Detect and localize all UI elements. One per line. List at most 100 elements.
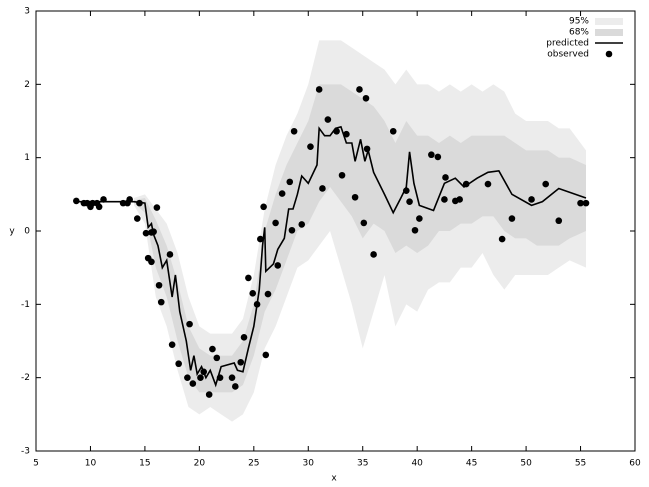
observed-point xyxy=(508,215,516,222)
observed-point xyxy=(363,145,371,153)
observed-point xyxy=(411,226,419,234)
observed-point xyxy=(245,274,252,282)
observed-point xyxy=(290,127,298,135)
observed-point xyxy=(286,178,294,186)
legend-swatch xyxy=(605,50,613,58)
observed-point xyxy=(95,203,103,211)
x-tick-label: 40 xyxy=(411,459,423,469)
observed-point xyxy=(205,391,213,398)
observed-point xyxy=(441,196,448,203)
observed-point xyxy=(278,190,286,197)
observed-point xyxy=(157,298,165,306)
y-tick-label: -1 xyxy=(21,300,30,310)
observed-point xyxy=(338,171,346,179)
observed-point xyxy=(362,94,370,102)
observed-point xyxy=(389,127,397,135)
x-tick-label: 20 xyxy=(194,459,206,469)
x-tick-label: 5 xyxy=(33,459,39,469)
x-tick-label: 60 xyxy=(629,459,641,469)
y-tick-label: 1 xyxy=(24,153,30,163)
observed-point xyxy=(582,199,590,207)
x-tick-label: 25 xyxy=(248,459,259,469)
legend-label: 68% xyxy=(569,28,589,38)
observed-point xyxy=(462,180,470,188)
legend-label: observed xyxy=(547,50,589,60)
observed-point xyxy=(319,185,326,192)
x-tick-label: 35 xyxy=(357,459,368,469)
observed-point xyxy=(213,354,221,362)
legend-swatch xyxy=(595,18,623,25)
observed-point xyxy=(406,198,413,205)
observed-point xyxy=(168,341,176,348)
observed-point xyxy=(442,174,449,181)
y-tick-label: -2 xyxy=(21,373,30,383)
observed-point xyxy=(200,368,208,376)
observed-point xyxy=(484,180,492,188)
x-axis-label: x xyxy=(331,474,337,484)
observed-point xyxy=(166,251,174,258)
observed-point xyxy=(360,219,368,227)
x-tick-label: 50 xyxy=(520,459,532,469)
observed-point xyxy=(100,196,107,203)
observed-point xyxy=(555,217,563,225)
x-tick-label: 15 xyxy=(139,459,150,469)
x-tick-label: 10 xyxy=(85,459,97,469)
confidence-band xyxy=(134,84,586,393)
observed-point xyxy=(324,116,332,123)
observed-point xyxy=(175,360,182,368)
observed-point xyxy=(262,351,270,359)
observed-point xyxy=(288,226,296,234)
observed-point xyxy=(542,180,549,188)
observed-point xyxy=(72,197,80,205)
observed-point xyxy=(209,345,216,353)
observed-point xyxy=(307,143,314,150)
observed-point xyxy=(356,86,363,93)
observed-point xyxy=(150,228,157,236)
observed-point xyxy=(343,130,350,138)
observed-point xyxy=(197,374,204,381)
observed-point xyxy=(333,127,340,135)
observed-point xyxy=(528,196,535,203)
observed-point xyxy=(240,334,248,341)
observed-point xyxy=(498,235,506,243)
observed-point xyxy=(298,221,306,228)
observed-point xyxy=(315,86,323,93)
observed-point xyxy=(260,203,267,211)
observed-point xyxy=(272,219,279,227)
observed-point xyxy=(228,374,236,381)
observed-point xyxy=(189,380,197,387)
observed-point xyxy=(249,290,257,297)
predicted-line xyxy=(75,125,587,388)
observed-point xyxy=(257,235,264,243)
observed-point xyxy=(216,374,224,381)
observed-point xyxy=(370,251,377,258)
observed-point xyxy=(136,199,143,207)
observed-point xyxy=(416,215,423,222)
observed-point xyxy=(155,281,163,289)
observed-point xyxy=(456,196,463,203)
observed-point xyxy=(133,215,141,222)
legend-label: 95% xyxy=(569,17,589,27)
y-tick-label: 3 xyxy=(24,7,30,17)
observed-point xyxy=(577,199,584,207)
y-axis-label: y xyxy=(9,227,15,237)
observed-point xyxy=(237,358,245,366)
observed-point xyxy=(264,290,272,298)
x-tick-label: 45 xyxy=(466,459,477,469)
observed-point xyxy=(142,229,150,237)
legend-swatch xyxy=(595,29,623,36)
y-tick-label: 0 xyxy=(24,227,30,237)
observed-point xyxy=(153,204,161,211)
observed-point xyxy=(253,301,261,308)
observed-point xyxy=(351,193,359,201)
observed-point xyxy=(186,320,193,328)
y-tick-label: 2 xyxy=(24,80,30,90)
observed-point xyxy=(428,151,435,159)
x-tick-label: 55 xyxy=(575,459,586,469)
observed-point xyxy=(184,374,191,381)
observed-point xyxy=(402,187,410,194)
legend-label: predicted xyxy=(546,39,589,49)
observed-point xyxy=(232,383,239,390)
observed-point xyxy=(274,262,282,269)
